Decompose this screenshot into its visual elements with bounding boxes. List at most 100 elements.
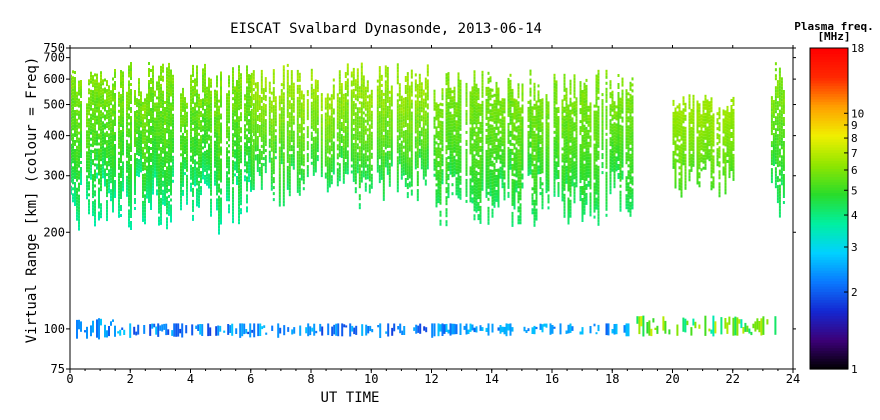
echo-mark	[136, 167, 138, 171]
echo-mark	[220, 200, 222, 204]
echo-mark	[192, 181, 194, 185]
echo-mark	[240, 136, 242, 140]
echo-mark	[216, 189, 218, 193]
echo-mark	[268, 111, 271, 115]
echo-mark	[154, 120, 156, 124]
echo-mark	[396, 129, 399, 133]
echo-mark	[332, 168, 335, 172]
echo-mark	[128, 188, 130, 192]
echo-mark	[388, 150, 391, 154]
echo-mark	[378, 66, 381, 70]
echo-mark	[71, 89, 72, 93]
echo-mark	[316, 89, 319, 93]
echo-mark	[282, 110, 285, 114]
echo-mark	[274, 114, 277, 118]
echo-mark	[280, 152, 283, 156]
echo-mark	[356, 170, 359, 174]
echo-mark	[424, 140, 427, 144]
echo-mark	[244, 127, 246, 131]
echo-mark	[220, 86, 222, 90]
echo-mark	[244, 145, 246, 149]
echo-mark	[288, 112, 291, 116]
echo-mark	[80, 110, 82, 113]
echo-mark	[290, 115, 293, 119]
echo-mark	[382, 188, 385, 192]
echo-mark	[238, 164, 240, 168]
echo-mark	[344, 165, 347, 168]
echo-mark	[362, 156, 365, 160]
echo-mark	[202, 104, 204, 108]
echo-mark	[254, 112, 257, 116]
echo-mark	[326, 156, 329, 160]
echo-mark	[202, 98, 204, 102]
echo-mark	[238, 218, 240, 222]
echo-mark	[316, 86, 319, 90]
echo-mark	[98, 148, 100, 152]
echo-mark	[406, 111, 409, 115]
echo-mark	[272, 153, 275, 157]
echo-mark	[112, 92, 114, 96]
echo-mark	[204, 162, 206, 166]
echo-mark	[268, 90, 271, 94]
echo-mark	[102, 127, 104, 131]
echo-mark	[198, 180, 200, 184]
echo-mark	[76, 133, 78, 137]
echo-mark	[346, 84, 349, 88]
echo-mark	[192, 118, 194, 122]
echo-mark	[194, 90, 196, 94]
echo-mark	[170, 192, 172, 196]
echo-mark	[300, 111, 303, 115]
echo-mark	[300, 102, 303, 106]
echo-mark	[290, 82, 293, 86]
echo-mark	[270, 172, 273, 176]
echo-mark	[340, 98, 343, 101]
echo-mark	[344, 156, 347, 159]
echo-mark	[218, 99, 220, 103]
echo-mark	[210, 180, 212, 184]
echo-mark	[94, 208, 96, 212]
echo-mark	[422, 113, 425, 117]
echo-mark	[138, 111, 140, 115]
echo-mark	[384, 161, 387, 165]
echo-mark	[414, 94, 417, 98]
echo-mark	[180, 195, 182, 199]
echo-mark	[100, 215, 102, 219]
echo-mark	[88, 154, 90, 158]
echo-mark	[408, 91, 411, 95]
echo-mark	[172, 131, 174, 135]
echo-mark	[122, 161, 124, 165]
echo-mark	[136, 170, 138, 174]
echo-mark	[384, 119, 387, 123]
echo-mark	[110, 150, 112, 154]
echo-mark	[160, 146, 162, 150]
echo-mark	[244, 151, 246, 155]
echo-mark	[400, 119, 403, 123]
echo-mark	[118, 145, 120, 149]
echo-mark	[152, 83, 154, 87]
echo-mark	[286, 183, 289, 187]
echo-mark	[76, 172, 78, 176]
echo-mark	[358, 170, 361, 174]
echo-mark	[152, 92, 154, 96]
echo-mark	[166, 151, 168, 155]
echo-mark	[100, 119, 102, 123]
echo-mark	[182, 156, 184, 160]
echo-mark	[346, 141, 349, 145]
echo-mark	[218, 162, 220, 166]
echo-mark	[408, 175, 411, 179]
echo-mark	[72, 88, 74, 92]
echo-mark	[194, 123, 196, 127]
echo-mark	[306, 171, 309, 175]
echo-mark	[138, 93, 140, 97]
echo-mark	[420, 148, 423, 152]
echo-mark	[120, 73, 122, 76]
echo-mark	[128, 65, 130, 69]
echo-mark	[358, 101, 361, 105]
echo-mark	[148, 95, 150, 98]
echo-mark	[370, 122, 373, 126]
echo-mark	[108, 97, 110, 101]
echo-mark	[150, 69, 152, 72]
echo-mark	[248, 131, 250, 135]
echo-mark	[288, 145, 291, 149]
echo-mark	[346, 63, 349, 67]
